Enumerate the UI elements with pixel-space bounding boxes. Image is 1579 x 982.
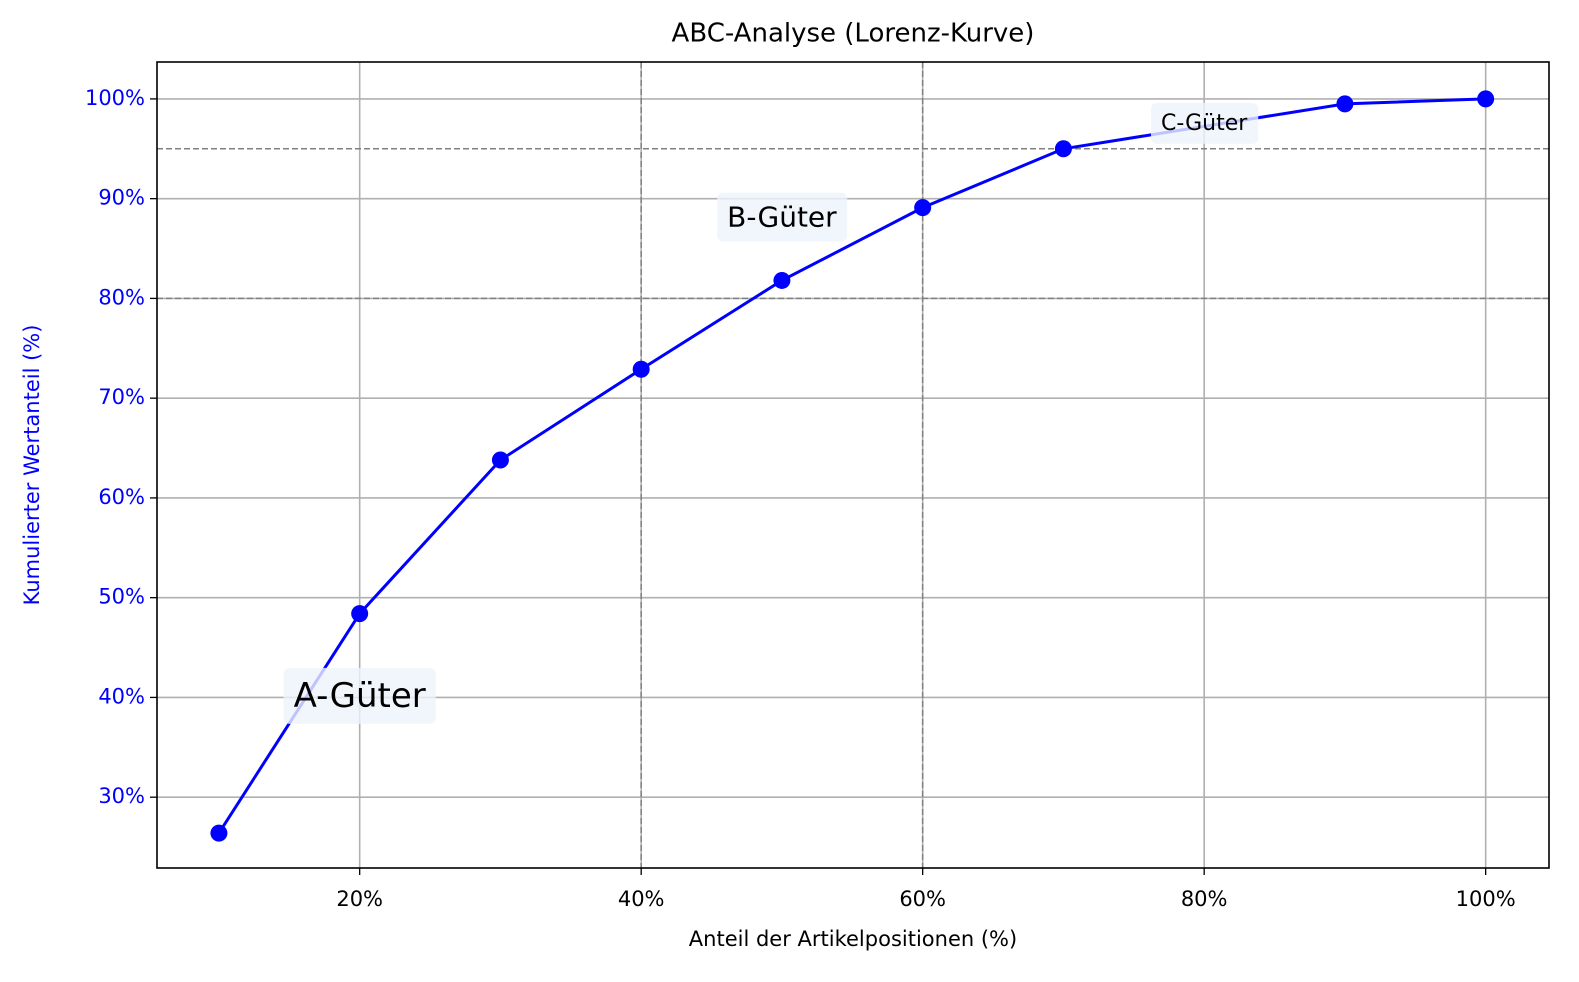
data-point xyxy=(1336,95,1354,113)
plot-frame xyxy=(156,61,1550,869)
annotation: C-Güter xyxy=(1151,102,1259,144)
annotation-box xyxy=(283,667,436,724)
y-tick-label: 80% xyxy=(98,285,145,309)
annotation-text: A-Güter xyxy=(294,676,426,716)
y-tick-label: 90% xyxy=(98,186,145,210)
data-point xyxy=(1054,140,1072,158)
annotation: B-Güter xyxy=(717,192,848,242)
annotation-box xyxy=(1151,102,1259,144)
x-axis-label: Anteil der Artikelpositionen (%) xyxy=(689,927,1017,951)
y-tick-label: 70% xyxy=(98,385,145,409)
annotation-text: B-Güter xyxy=(727,201,837,234)
y-tick-label: 40% xyxy=(98,684,145,708)
x-tick-label: 60% xyxy=(899,887,946,911)
chart-title: ABC-Analyse (Lorenz-Kurve) xyxy=(672,19,1035,49)
data-point xyxy=(491,451,509,469)
y-tick-label: 60% xyxy=(98,485,145,509)
data-point xyxy=(773,271,791,289)
data-point xyxy=(1477,90,1495,108)
annotation-box xyxy=(717,192,848,242)
annotation: A-Güter xyxy=(283,667,436,724)
x-tick-label: 40% xyxy=(618,887,665,911)
y-tick-label: 100% xyxy=(85,86,145,110)
data-point xyxy=(914,199,932,217)
data-point xyxy=(210,824,228,842)
y-axis-label: Kumulierter Wertanteil (%) xyxy=(20,325,44,606)
x-tick-label: 20% xyxy=(336,887,383,911)
y-tick-label: 30% xyxy=(98,784,145,808)
x-tick-label: 80% xyxy=(1181,887,1228,911)
annotation-text: C-Güter xyxy=(1161,111,1248,136)
y-tick-label: 50% xyxy=(98,585,145,609)
data-point xyxy=(632,360,650,378)
x-tick-label: 100% xyxy=(1456,887,1516,911)
data-point xyxy=(351,605,369,623)
